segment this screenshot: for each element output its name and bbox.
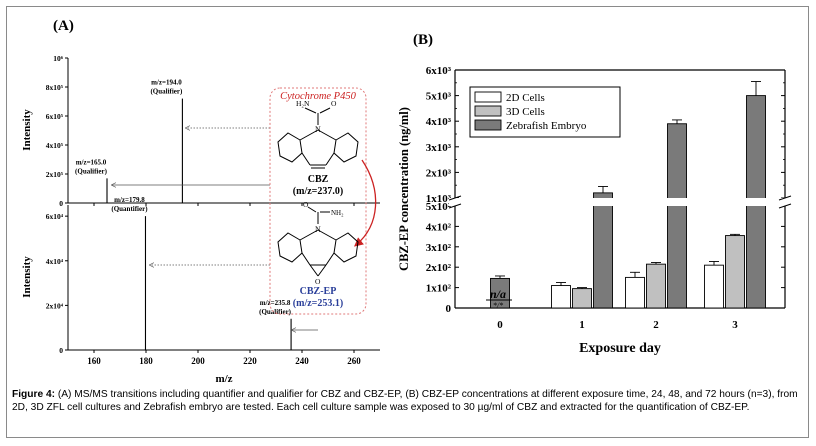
xlabel-mz: m/z — [215, 373, 232, 385]
xtick-label: 160 — [87, 356, 101, 366]
axis-break-mark — [448, 195, 462, 201]
axis-break-mark — [778, 203, 792, 209]
ytick-label-cbz: 2x10⁵ — [46, 170, 64, 179]
peak-role: (Qualifier) — [150, 88, 183, 96]
xtick-label: 180 — [139, 356, 153, 366]
cbz-h2n: H₂N — [296, 99, 310, 108]
ytick-label-cbz: 8x10⁵ — [46, 83, 64, 92]
spectrum-cbzep-axes — [67, 205, 380, 351]
bar-3d-cells-day3 — [725, 235, 745, 309]
b-ytick-label: 4x10³ — [426, 116, 452, 128]
b-ytick-label: 5x10³ — [426, 91, 452, 103]
ytick-label-cbzep: 0 — [59, 346, 63, 355]
axis-break-mark — [448, 203, 462, 209]
peak-role: (Quantifier) — [111, 205, 148, 213]
caption-text: (A) MS/MS transitions including quantifi… — [12, 389, 798, 413]
cbz-structure — [277, 107, 359, 169]
bar-2d-cells-day3 — [704, 264, 724, 309]
peak-label: m/z=165.0 — [76, 158, 107, 166]
b-ytick-label: 3x10³ — [426, 142, 452, 154]
cbzep-structure — [277, 206, 359, 277]
axis-break-band — [449, 198, 791, 206]
cbzep-o2: O — [315, 277, 321, 286]
b-ytick-label: 2x10³ — [426, 167, 452, 179]
ytick-label-cbz: 6x10⁵ — [46, 112, 64, 121]
bar-2d-cells-day1 — [551, 285, 571, 309]
ytick-label-cbzep: 6x10⁴ — [46, 212, 64, 221]
enzyme-label: Cytochrome P450 — [280, 91, 356, 102]
b-ytick-label: 4x10² — [426, 221, 452, 233]
peak-label: m/z=179.8 — [114, 196, 145, 204]
na-sub-annotation: */* — [493, 301, 503, 310]
ylabel-top: Intensity — [21, 109, 33, 151]
legend-label: 2D Cells — [506, 92, 545, 104]
bar-zebrafish-embryo-day2 — [667, 123, 687, 309]
b-xtick-label: 3 — [732, 319, 738, 331]
ytick-label-cbz: 0 — [59, 199, 63, 208]
b-ytick-label: 1x10² — [426, 283, 452, 295]
bar-zebrafish-embryo-day1 — [593, 192, 613, 309]
b-ytick-label: 3x10² — [426, 242, 452, 254]
cbz-name: CBZ — [308, 174, 329, 185]
bar-3d-cells-day2 — [646, 263, 666, 309]
legend-label: Zebrafish Embryo — [506, 120, 587, 132]
b-ytick-label: 6x10³ — [426, 65, 452, 77]
cbzep-name: CBZ-EP — [300, 286, 337, 297]
figure-caption: Figure 4: (A) MS/MS transitions includin… — [12, 389, 804, 414]
cbzep-mz: (m/z=253.1) — [293, 298, 343, 309]
figure-frame — [6, 6, 809, 438]
cbzep-nh2: NH₂ — [331, 209, 344, 217]
cbzep-n: N — [315, 225, 321, 234]
ytick-label-cbzep: 2x10⁴ — [46, 301, 64, 310]
cbzep-o1: O — [303, 200, 309, 209]
peak-label: m/z=194.0 — [151, 79, 182, 87]
na-annotation: n/a — [490, 287, 506, 301]
b-xtick-label: 0 — [497, 319, 503, 331]
axis-break-mark — [778, 195, 792, 201]
bar-3d-cells-day1 — [572, 288, 592, 309]
legend-swatch — [474, 105, 502, 117]
cbz-mz: (m/z=237.0) — [293, 186, 343, 197]
xtick-label: 220 — [243, 356, 257, 366]
ytick-label-cbz: 10⁶ — [53, 54, 64, 63]
cbz-n: N — [315, 125, 321, 134]
b-ylabel: CBZ-EP concentration (ng/ml) — [397, 107, 411, 271]
ytick-label-cbz: 4x10⁵ — [46, 141, 64, 150]
b-xlabel: Exposure day — [579, 341, 661, 356]
b-xtick-label: 2 — [653, 319, 659, 331]
ylabel-bottom: Intensity — [21, 256, 33, 298]
xtick-label: 240 — [295, 356, 309, 366]
xtick-label: 260 — [347, 356, 361, 366]
spectra-marks: 02x10⁵4x10⁵6x10⁵8x10⁵10⁶m/z=194.0(Qualif… — [46, 54, 362, 366]
caption-prefix: Figure 4: — [12, 389, 56, 400]
legend-swatch — [474, 119, 502, 131]
cbz-o: O — [331, 99, 337, 108]
legend-label: 3D Cells — [506, 106, 545, 118]
b-ytick-label: 0 — [446, 303, 452, 315]
ytick-label-cbzep: 4x10⁴ — [46, 257, 64, 266]
bar-2d-cells-day2 — [625, 276, 645, 309]
peak-label: m/z=235.8 — [260, 299, 291, 307]
structures-box — [269, 87, 367, 315]
peak-role: (Qualifier) — [259, 308, 292, 316]
panel-a-label: (A) — [53, 18, 74, 34]
b-ytick-label: 1x10³ — [426, 193, 452, 205]
xtick-label: 200 — [191, 356, 205, 366]
panel-b-label: (B) — [413, 32, 433, 48]
b-ytick-label: 2x10² — [426, 262, 452, 274]
spectrum-cbz-axes — [67, 58, 380, 204]
legend-swatch — [474, 91, 502, 103]
peak-role: (Qualifier) — [75, 167, 108, 175]
b-xtick-label: 1 — [579, 319, 585, 331]
metabolism-arrow — [354, 159, 377, 247]
b-ytick-label: 5x10² — [426, 201, 452, 213]
